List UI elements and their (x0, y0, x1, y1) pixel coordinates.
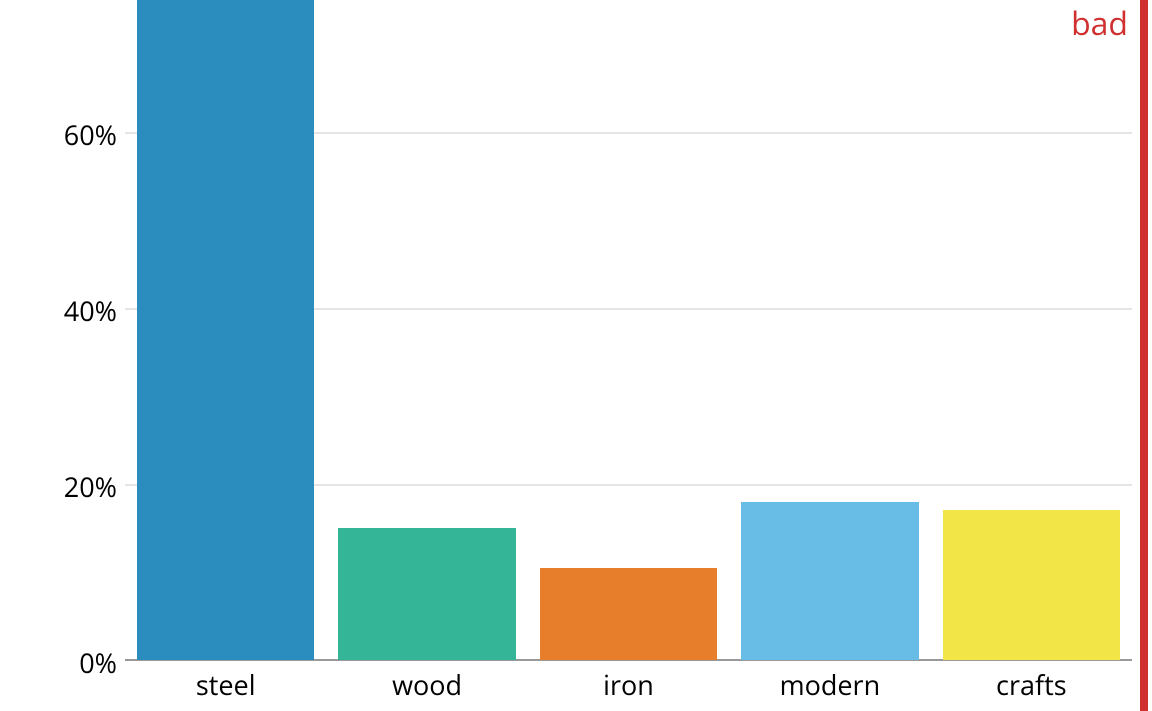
bar-steel (137, 0, 314, 660)
x-tick-label: steel (125, 666, 326, 703)
right-border (1140, 0, 1148, 711)
bar-modern (741, 502, 918, 660)
x-tick-label: crafts (931, 666, 1132, 703)
y-tick-label: 0% (47, 644, 117, 681)
plot-area (125, 0, 1132, 660)
y-tick-label: 60% (47, 116, 117, 153)
x-tick-label: modern (729, 666, 930, 703)
bar-chart-container: bad proportion of bridges 0%20%40%60% st… (0, 0, 1152, 711)
y-tick-label: 20% (47, 468, 117, 505)
bar-crafts (943, 510, 1120, 660)
bar-wood (338, 528, 515, 660)
bar-iron (540, 568, 717, 660)
y-tick-label: 40% (47, 292, 117, 329)
x-tick-label: wood (326, 666, 527, 703)
x-tick-label: iron (528, 666, 729, 703)
